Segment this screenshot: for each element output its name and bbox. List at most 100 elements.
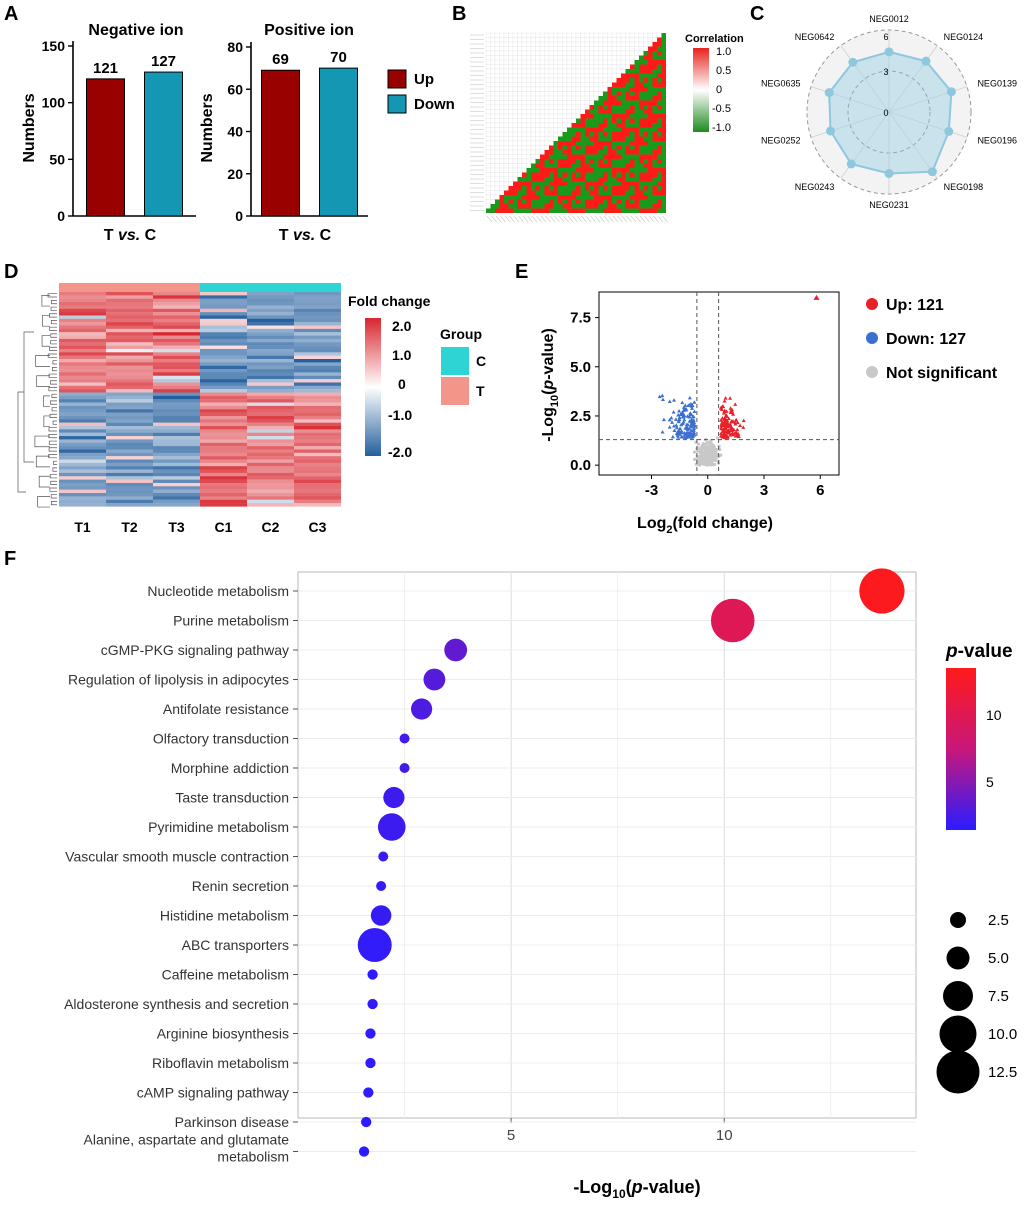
corr-cell	[603, 118, 608, 123]
corr-empty-cell	[508, 104, 514, 110]
corr-cell	[634, 145, 639, 150]
corr-col-label	[504, 215, 511, 223]
corr-cell	[576, 123, 581, 128]
corr-cell	[513, 195, 518, 200]
corr-col-label	[536, 215, 542, 223]
heatmap-cell	[200, 355, 247, 360]
corr-cell	[621, 73, 626, 78]
corr-empty-cell	[526, 95, 532, 101]
heatmap-cell	[59, 385, 106, 390]
heatmap-cell	[59, 452, 106, 457]
chart-a2-y-tick-label: 40	[227, 124, 243, 140]
heatmap-cell	[153, 426, 200, 430]
corr-cell	[639, 82, 644, 87]
corr-cell	[540, 204, 545, 209]
corr-cell	[607, 168, 612, 173]
heatmap-cell	[59, 355, 106, 360]
corr-legend-tick: 1.0	[716, 46, 731, 58]
corr-cell	[580, 118, 585, 123]
corr-empty-cell	[544, 32, 550, 38]
corr-cell	[558, 208, 563, 213]
volcano-point-ns	[703, 444, 707, 448]
corr-empty-cell	[562, 82, 568, 88]
corr-empty-cell	[530, 77, 536, 83]
corr-empty-cell	[535, 37, 541, 43]
corr-empty-cell	[485, 55, 491, 61]
heatmap-cell	[200, 305, 247, 309]
heatmap-cell	[106, 342, 153, 346]
corr-empty-cell	[503, 37, 509, 43]
heatmap-cell	[294, 405, 341, 410]
volcano-point-down	[667, 417, 672, 422]
heatmap-cell	[294, 415, 341, 420]
corr-cell	[562, 150, 567, 155]
corr-cell	[598, 190, 603, 195]
corr-cell	[657, 42, 662, 47]
corr-cell	[589, 150, 594, 155]
heatmap-cell	[106, 345, 153, 350]
volcano-point-down	[674, 425, 679, 430]
fold-legend-bar	[365, 318, 381, 456]
corr-cell	[630, 114, 635, 119]
corr-cell	[661, 208, 666, 213]
enrichment-pathway-label: Alanine, aspartate and glutamate	[84, 1132, 290, 1148]
corr-empty-cell	[571, 86, 577, 92]
volcano-point-down	[675, 430, 680, 434]
heatmap-cell	[294, 379, 341, 383]
enrichment-pathway-label: Purine metabolism	[173, 613, 289, 629]
heatmap-cell	[106, 359, 153, 363]
corr-empty-cell	[526, 86, 532, 92]
corr-cell	[616, 186, 621, 191]
corr-cell	[639, 163, 644, 168]
corr-cell	[621, 177, 626, 182]
corr-empty-cell	[499, 172, 505, 178]
corr-empty-cell	[494, 64, 500, 70]
corr-empty-cell	[521, 32, 527, 38]
corr-empty-cell	[548, 46, 554, 52]
corr-cell	[531, 208, 536, 213]
corr-cell	[612, 127, 617, 132]
corr-cell	[607, 159, 612, 164]
heatmap-cell	[106, 385, 153, 390]
radar-point	[826, 126, 836, 136]
heatmap-cell	[294, 412, 341, 417]
corr-empty-cell	[490, 41, 496, 47]
heatmap-cell	[200, 439, 247, 443]
corr-empty-cell	[539, 145, 545, 151]
enrichment-pathway-label: Arginine biosynthesis	[157, 1026, 289, 1042]
corr-cell	[661, 136, 666, 141]
corr-cell	[661, 105, 666, 110]
corr-cell	[648, 91, 653, 96]
corr-cell	[540, 172, 545, 177]
corr-empty-cell	[503, 163, 509, 169]
corr-empty-cell	[544, 73, 550, 79]
corr-empty-cell	[494, 140, 500, 146]
corr-cell	[630, 100, 635, 105]
corr-cell	[652, 55, 657, 60]
corr-cell	[616, 150, 621, 155]
corr-cell	[643, 208, 648, 213]
corr-empty-cell	[557, 41, 563, 47]
heatmap-cell	[294, 345, 341, 350]
heatmap-cell	[200, 503, 247, 507]
heatmap-cell	[153, 486, 200, 490]
corr-cell	[639, 186, 644, 191]
heatmap-cell	[59, 432, 106, 437]
corr-empty-cell	[530, 104, 536, 110]
heatmap-cell	[294, 375, 341, 380]
corr-cell	[486, 208, 491, 213]
corr-cell	[553, 141, 558, 146]
corr-cell	[540, 154, 545, 159]
corr-empty-cell	[503, 59, 509, 65]
corr-empty-cell	[571, 55, 577, 61]
corr-cell	[621, 141, 626, 146]
corr-cell	[643, 109, 648, 114]
heatmap-cell	[200, 496, 247, 500]
corr-empty-cell	[517, 113, 523, 119]
corr-cell	[553, 204, 558, 209]
heatmap-cell	[106, 375, 153, 380]
heatmap-cell	[106, 302, 153, 306]
corr-empty-cell	[620, 68, 626, 74]
heatmap-cell	[247, 375, 294, 380]
